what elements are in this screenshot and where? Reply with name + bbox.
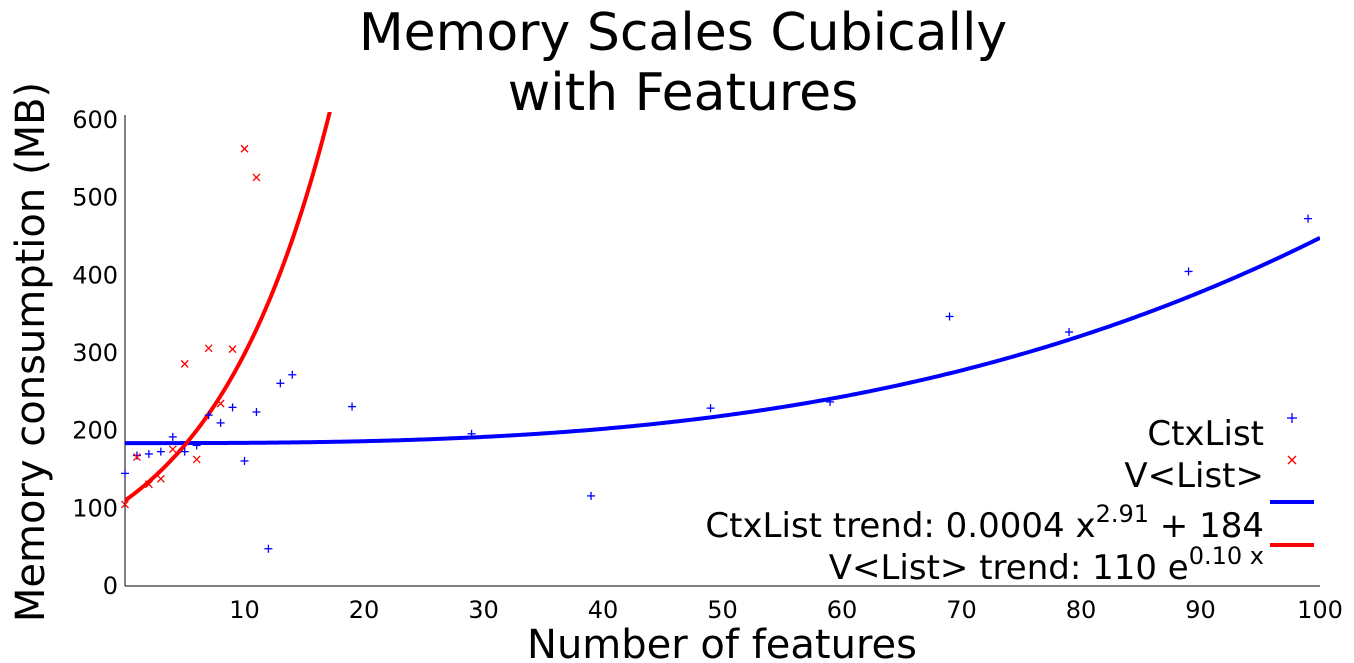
vlist-point [168, 445, 177, 454]
legend-label-ctxlist: CtxList [1147, 414, 1264, 454]
ctx-trend-prefix: CtxList trend: 0.0004 x [705, 506, 1095, 546]
vlist-point [204, 344, 213, 353]
x-tick-label: 100 [1297, 596, 1343, 624]
ctxlist-point [467, 429, 476, 438]
x-tick-label: 90 [1185, 596, 1216, 624]
chart-title-line-1: Memory Scales Cubically [359, 3, 1007, 63]
x-tick-label: 50 [707, 596, 738, 624]
legend-label-vlist-trend: V<List> trend: 110 e0.10 x [829, 542, 1264, 588]
x-tick-label: 20 [349, 596, 380, 624]
y-tick-label: 600 [72, 106, 118, 134]
trend-lines [125, 112, 1320, 503]
x-tick-label: 60 [827, 596, 858, 624]
y-tick-label: 400 [72, 261, 118, 289]
vlist-trend-line [125, 112, 332, 503]
x-tick-label: 40 [588, 596, 619, 624]
legend: CtxList V<List> CtxList trend: 0.0004 x2… [705, 413, 1314, 588]
ctxlist-point [156, 447, 165, 456]
chart-title-line-2: with Features [508, 63, 858, 123]
vlist-point [240, 144, 249, 153]
vlist-point [228, 345, 237, 354]
x-axis-label: Number of features [527, 622, 917, 663]
ctx-trend-exponent: 2.91 [1096, 500, 1149, 528]
ctxlist-point [204, 411, 213, 420]
vlist-trend-exponent: 0.10 x [1189, 542, 1264, 570]
ctxlist-point [132, 451, 141, 460]
x-tick-label: 30 [468, 596, 499, 624]
ctxlist-point [587, 491, 596, 500]
ctxlist-point [826, 397, 835, 406]
legend-marker-ctxlist [1287, 413, 1297, 423]
ctxlist-point [216, 418, 225, 427]
y-tick-label: 300 [72, 339, 118, 367]
legend-label-vlist: V<List> [1124, 456, 1264, 496]
ctxlist-point [1065, 328, 1074, 337]
legend-label-ctxlist-trend: CtxList trend: 0.0004 x2.91 + 184 [705, 500, 1264, 546]
y-tick-label: 100 [72, 494, 118, 522]
vlist-point [180, 359, 189, 368]
ctxlist-point [945, 312, 954, 321]
vlist-point [144, 480, 153, 489]
y-tick-labels: 0 100 200 300 400 500 600 [72, 106, 118, 600]
chart-title: Memory Scales Cubically with Features [359, 3, 1007, 123]
vlist-point [192, 455, 201, 464]
x-tick-label: 10 [229, 596, 260, 624]
ctxlist-point [276, 379, 285, 388]
legend-marker-vlist [1287, 455, 1297, 465]
y-tick-label: 200 [72, 417, 118, 445]
ctxlist-point [228, 403, 237, 412]
ctxlist-point [1184, 267, 1193, 276]
ctxlist-trend-line [125, 236, 1320, 446]
ctxlist-point [252, 408, 261, 417]
x-tick-label: 70 [946, 596, 977, 624]
ctx-trend-suffix: + 184 [1149, 506, 1264, 546]
x-tick-labels: 10 20 30 40 50 60 70 80 90 100 [229, 596, 1343, 624]
axes [124, 115, 1320, 587]
vlist-point [156, 474, 165, 483]
vlist-trend-prefix: V<List> trend: 110 e [829, 548, 1189, 588]
vlist-point [121, 500, 129, 509]
ctxlist-point [706, 404, 715, 413]
vlist-point [252, 173, 261, 182]
ctxlist-point [288, 370, 297, 379]
ctxlist-point [240, 456, 249, 465]
ctxlist-point [192, 441, 201, 450]
data-points [121, 144, 1313, 553]
vlist-point [216, 399, 225, 408]
ctxlist-point [264, 544, 273, 553]
vlist-point [132, 453, 141, 462]
ctxlist-point [348, 402, 357, 411]
x-tick-label: 80 [1066, 596, 1097, 624]
ctxlist-point [180, 447, 189, 456]
y-tick-label: 500 [72, 184, 118, 212]
y-axis-label: Memory consumption (MB) [8, 82, 54, 622]
y-tick-label: 0 [103, 572, 118, 600]
ctxlist-point [1304, 214, 1313, 223]
ctxlist-point [121, 469, 129, 478]
ctxlist-point [168, 432, 177, 441]
ctxlist-point [144, 449, 153, 458]
